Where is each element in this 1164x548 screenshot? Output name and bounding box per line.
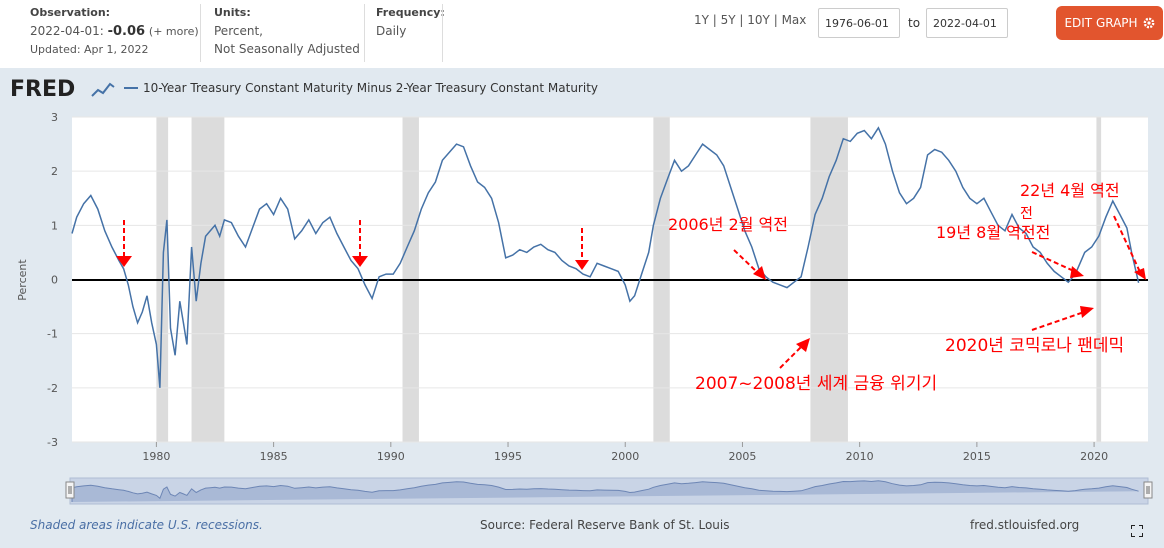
observation-more-link[interactable]: (+ more): [148, 25, 199, 38]
grid-lines: [72, 116, 1148, 443]
y-tick-label: 0: [51, 274, 58, 287]
units-label: Units:: [214, 6, 251, 19]
arrow-head: [1134, 268, 1146, 280]
range-10y-link[interactable]: 10Y: [747, 13, 770, 27]
updated-date: Updated: Apr 1, 2022: [30, 43, 149, 56]
x-tick-label: 2015: [963, 450, 991, 463]
frequency-value: Daily: [376, 24, 407, 38]
arrow-2008: [779, 345, 803, 369]
x-tick-label: 2020: [1080, 450, 1108, 463]
x-tick-label: 1990: [377, 450, 405, 463]
chart-svg: FRED 10-Year Treasury Constant Maturity …: [10, 77, 1153, 505]
edit-graph-label: EDIT GRAPH: [1064, 16, 1138, 30]
to-label: to: [908, 16, 921, 30]
annotation-2022-wrap: 전: [1020, 206, 1033, 222]
range-5y-link[interactable]: 5Y: [720, 13, 736, 27]
edit-graph-button[interactable]: EDIT GRAPH: [1056, 6, 1163, 40]
x-tick-label: 1985: [260, 450, 288, 463]
divider: [364, 4, 365, 62]
fred-logo-text: FRED: [10, 77, 75, 102]
fullscreen-icon[interactable]: [1131, 525, 1143, 537]
site-link[interactable]: fred.stlouisfed.org: [970, 518, 1080, 532]
x-tick-label: 1980: [142, 450, 170, 463]
y-tick-label: 2: [51, 165, 58, 178]
observation-value: -0.06: [107, 24, 146, 39]
arrow-head: [116, 256, 132, 267]
y-tick-label: -3: [47, 436, 58, 449]
divider: [442, 4, 443, 62]
legend-label: 10-Year Treasury Constant Maturity Minus…: [143, 81, 598, 95]
navigator-left-handle[interactable]: [65, 481, 75, 499]
arrow-head: [753, 266, 766, 280]
series-line: [71, 126, 1140, 388]
units-line2: Not Seasonally Adjusted: [214, 42, 360, 56]
observation-block: Observation: 2022-04-01: -0.06 (+ more) …: [30, 4, 199, 59]
annotation-2006: 2006년 2월 역전: [668, 215, 788, 234]
chart-panel: FRED 10-Year Treasury Constant Maturity …: [0, 68, 1164, 548]
source-note: Source: Federal Reserve Bank of St. Loui…: [480, 518, 730, 532]
arrow-2019: [1031, 251, 1077, 273]
frequency-label: Frequency:: [376, 6, 445, 19]
annotation-arrows: [116, 215, 1146, 369]
annotation-2020: 2020년 코믹로나 팬데믹: [945, 336, 1124, 356]
annotation-2008: 2007~2008년 세계 금융 위기기: [695, 374, 937, 394]
series-metadata-bar: Observation: 2022-04-01: -0.06 (+ more) …: [0, 0, 1164, 68]
divider: [200, 4, 201, 62]
annotation-2019: 19년 8월 역전전: [936, 223, 1050, 242]
range-max-link[interactable]: Max: [781, 13, 807, 27]
x-tick-label: 2005: [728, 450, 756, 463]
arrow-head: [1070, 266, 1084, 278]
fred-logo: FRED: [10, 77, 115, 102]
observation-label: Observation:: [30, 6, 111, 19]
units-block: Units: Percent, Not Seasonally Adjusted: [214, 4, 360, 58]
gear-icon: [1143, 17, 1154, 29]
start-date-input[interactable]: [818, 8, 900, 38]
recession-note: Shaded areas indicate U.S. recessions.: [30, 518, 263, 532]
arrow-head: [352, 256, 368, 267]
x-tick-label: 1995: [494, 450, 522, 463]
frequency-block: Frequency: Daily: [376, 4, 445, 40]
y-tick-label: 3: [51, 111, 58, 124]
y-tick-label: -1: [47, 328, 58, 341]
y-tick-label: 1: [51, 219, 58, 232]
range-1y-link[interactable]: 1Y: [694, 13, 709, 27]
arrow-head: [1080, 306, 1094, 318]
arrow-2022: [1113, 215, 1141, 273]
arrow-2006: [733, 249, 759, 274]
arrow-2020: [1031, 311, 1085, 331]
navigator-series: [71, 480, 1139, 502]
x-tick-label: 2010: [846, 450, 874, 463]
y-axis-label: Percent: [16, 259, 29, 301]
navigator-right-handle[interactable]: [1143, 481, 1153, 499]
x-axis-ticks: 1980 1985 1990 1995 2000 2005 2010 2015 2020: [142, 442, 1108, 463]
arrow-head: [575, 260, 589, 270]
x-tick-label: 2000: [611, 450, 639, 463]
annotation-2022: 22년 4월 역전: [1020, 181, 1120, 200]
arrow-head: [796, 338, 810, 352]
units-line1: Percent,: [214, 24, 263, 38]
observation-date: 2022-04-01:: [30, 24, 104, 38]
y-axis-ticks: 3 2 1 0 -1 -2 -3: [47, 111, 58, 449]
fred-logo-graph-icon: [91, 82, 115, 97]
end-date-input[interactable]: [926, 8, 1008, 38]
y-tick-label: -2: [47, 382, 58, 395]
date-range-links: 1Y | 5Y | 10Y | Max: [694, 13, 807, 27]
